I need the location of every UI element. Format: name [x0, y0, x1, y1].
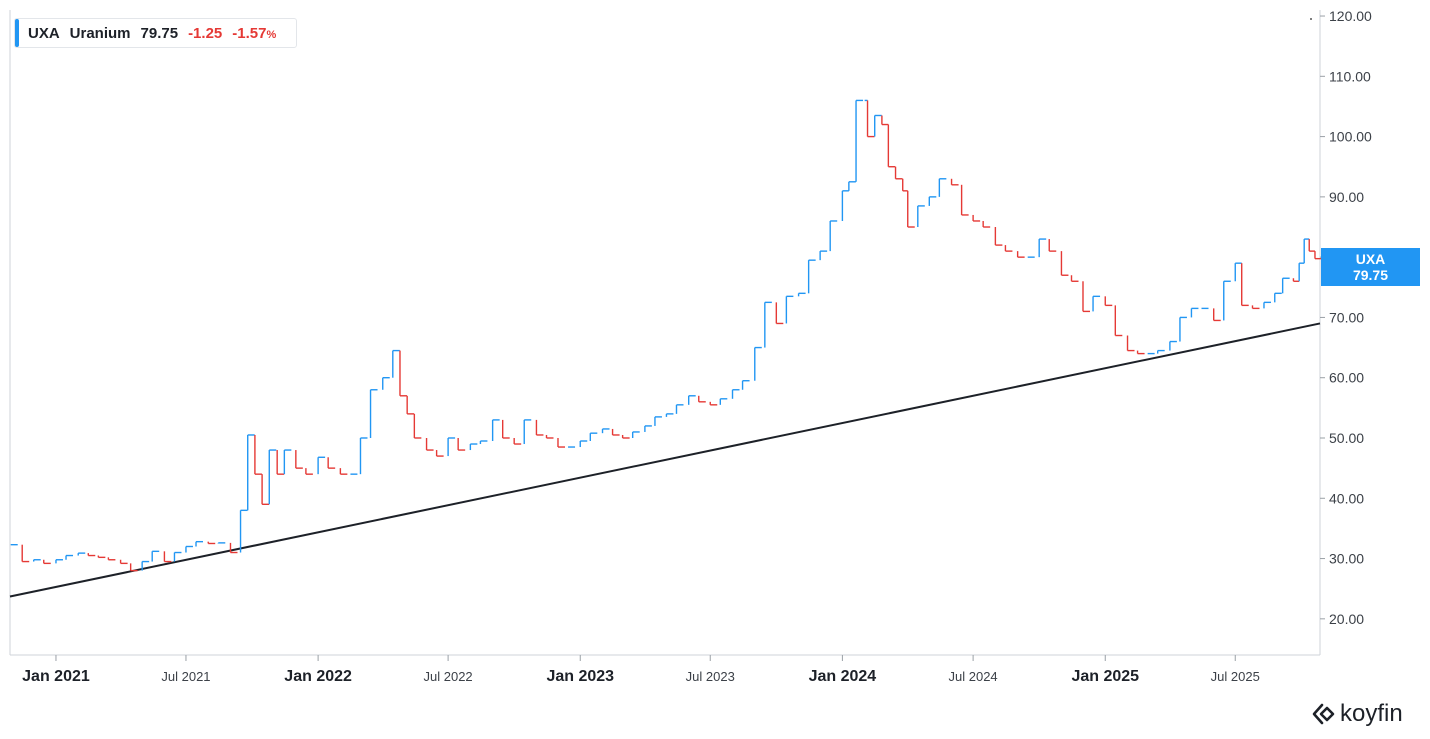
brand-logo[interactable]: koyfin	[1312, 700, 1403, 728]
legend-name: Uranium	[69, 24, 131, 42]
x-tick-label: Jul 2024	[949, 669, 998, 684]
price-bars-group	[10, 18, 1321, 572]
y-tick-label: 100.00	[1329, 129, 1372, 145]
x-tick-label: Jul 2023	[686, 669, 735, 684]
price-tag-ticker: UXA	[1355, 251, 1386, 267]
trendline-group	[9, 322, 1321, 598]
x-tick-label: Jan 2024	[809, 668, 877, 685]
x-tick-label: Jan 2022	[284, 668, 352, 685]
y-tick-label: 90.00	[1329, 189, 1364, 205]
brand-name: koyfin	[1340, 700, 1403, 727]
y-tick-label: 40.00	[1329, 490, 1364, 506]
y-tick-label: 20.00	[1329, 611, 1364, 627]
legend-change-pct-value: -1.57	[232, 24, 267, 42]
x-tick-label: Jul 2021	[161, 669, 210, 684]
x-tick-label: Jul 2025	[1211, 669, 1260, 684]
legend-pct-sign: %	[266, 28, 277, 41]
chart-corner-dot	[1310, 18, 1312, 20]
legend-box[interactable]: UXA Uranium 79.75 -1.25 -1.57%	[14, 18, 298, 48]
x-tick-label: Jan 2023	[546, 668, 614, 685]
legend-change: -1.25	[188, 24, 223, 42]
y-tick-label: 70.00	[1329, 309, 1364, 325]
y-axis: 20.0030.0040.0050.0060.0070.0080.0090.00…	[1320, 8, 1372, 627]
koyfin-logo-icon	[1312, 703, 1335, 725]
y-tick-label: 120.00	[1329, 8, 1372, 24]
price-tag-value: 79.75	[1352, 267, 1389, 283]
y-tick-label: 50.00	[1329, 430, 1364, 446]
x-tick-label: Jul 2022	[424, 669, 473, 684]
y-tick-label: 110.00	[1329, 68, 1371, 84]
legend-change-pct: -1.57%	[232, 25, 276, 42]
x-axis: Jan 2021 Jul 2021 Jan 2022 Jul 2022 Jan 2023…	[22, 655, 1260, 685]
x-tick-label: Jan 2021	[22, 668, 90, 685]
y-tick-label: 30.00	[1329, 551, 1364, 567]
support-trendline	[9, 322, 1321, 598]
series-color-marker	[15, 19, 19, 47]
legend-price: 79.75	[140, 24, 179, 42]
last-price-tag: UXA 79.75	[1321, 248, 1420, 286]
y-tick-label: 60.00	[1329, 370, 1364, 386]
legend-ticker: UXA	[28, 24, 60, 42]
x-tick-label: Jan 2025	[1071, 668, 1139, 685]
chart-frame	[9, 10, 1321, 656]
